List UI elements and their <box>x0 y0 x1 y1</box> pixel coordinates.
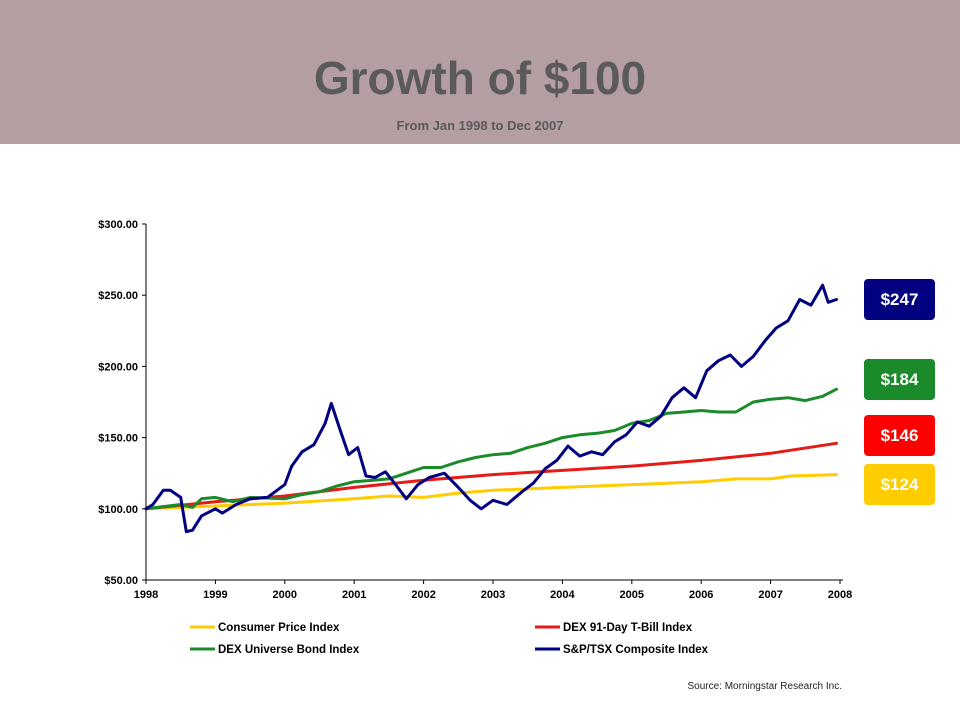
x-tick-label: 2003 <box>481 589 505 601</box>
legend-label-2: DEX Universe Bond Index <box>218 644 360 656</box>
badge-cpi-final-value: $124 <box>864 464 935 505</box>
y-tick-label: $200.00 <box>98 361 138 373</box>
y-tick-label: $150.00 <box>98 433 138 445</box>
page-subtitle: From Jan 1998 to Dec 2007 <box>396 118 564 133</box>
x-tick-label: 2000 <box>273 589 297 601</box>
page-title: Growth of $100 <box>313 52 647 104</box>
legend-label-0: Consumer Price Index <box>218 622 340 634</box>
legend-label-1: DEX 91-Day T-Bill Index <box>563 622 693 634</box>
x-tick-label: 2008 <box>828 589 852 601</box>
y-tick-label: $250.00 <box>98 290 138 302</box>
source-note: Source: Morningstar Research Inc. <box>687 681 842 692</box>
x-tick-label: 2004 <box>550 589 575 601</box>
x-tick-label: 2006 <box>689 589 713 601</box>
series-line-3 <box>144 283 838 534</box>
badge-sp-tsx-final-value: $247 <box>864 279 935 320</box>
x-tick-label: 2002 <box>411 589 435 601</box>
x-tick-label: 2001 <box>342 589 366 601</box>
badge-tbill-final-value: $146 <box>864 415 935 456</box>
y-tick-label: $100.00 <box>98 504 138 516</box>
series-line-0 <box>144 473 838 511</box>
x-tick-label: 1999 <box>203 589 227 601</box>
x-tick-label: 2007 <box>758 589 782 601</box>
y-tick-label: $50.00 <box>104 575 138 587</box>
y-tick-label: $300.00 <box>98 219 138 231</box>
x-tick-label: 2005 <box>620 589 644 601</box>
x-tick-label: 1998 <box>134 589 158 601</box>
legend-label-3: S&P/TSX Composite Index <box>563 644 709 656</box>
title-banner <box>0 0 960 144</box>
badge-bond-final-value: $184 <box>864 359 935 400</box>
